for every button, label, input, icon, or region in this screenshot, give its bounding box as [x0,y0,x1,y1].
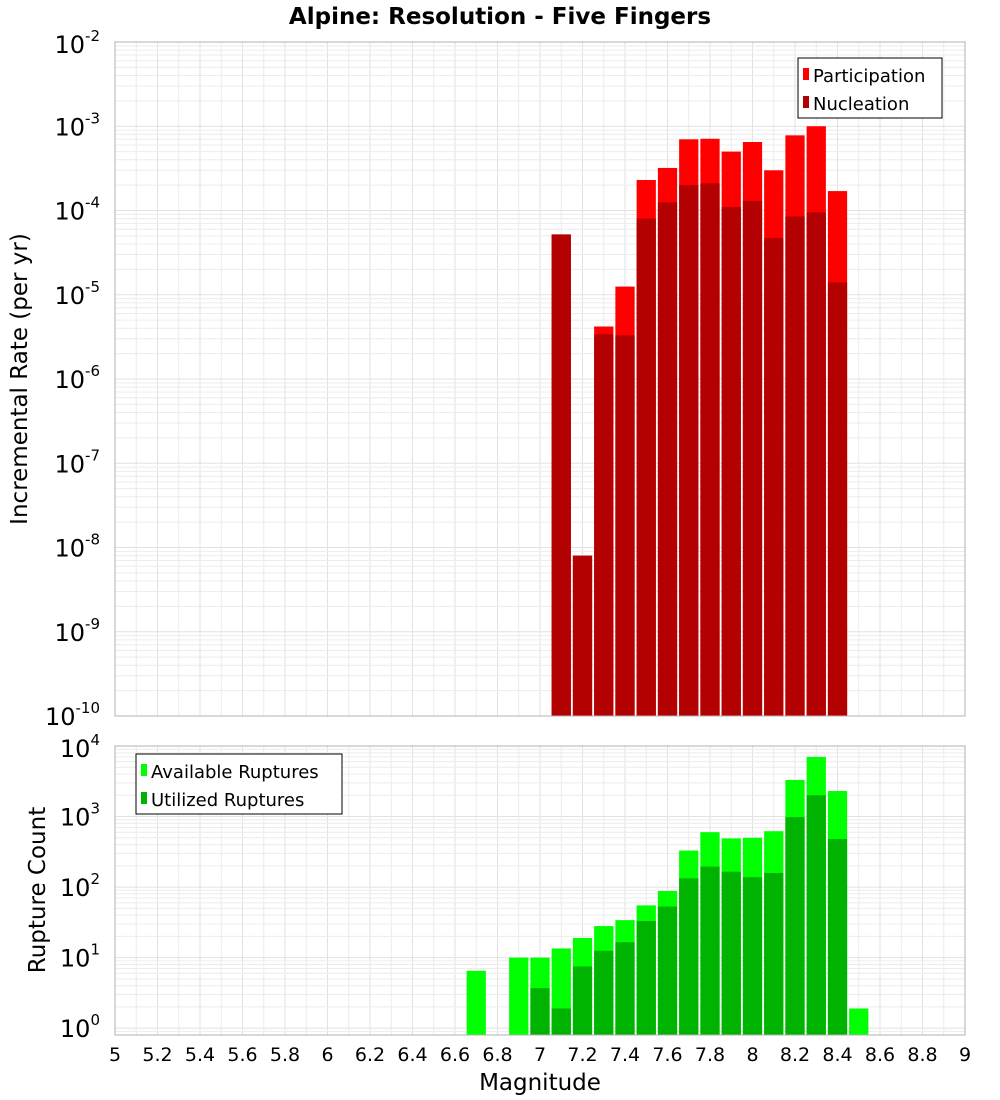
bottom-bar-s2 [615,942,635,1035]
x-tick-label: 9 [959,1044,971,1066]
top-bar-s2 [636,218,656,716]
top-bar-s2 [742,200,763,716]
bottom-bar-s2 [785,817,805,1035]
x-tick-label: 5.8 [270,1044,300,1066]
bottom-bar-s2 [657,906,678,1035]
x-tick-label: 5 [109,1044,121,1066]
legend-label: Available Ruptures [151,762,319,783]
legend-label: Utilized Ruptures [151,790,304,811]
x-axis-label: Magnitude [479,1070,601,1096]
top-bar-s2 [806,212,826,717]
bottom-bar-s2 [636,921,656,1035]
x-tick-label: 7.2 [567,1044,597,1066]
y-tick-label: 10-2 [54,27,100,59]
y-tick-label: 10-5 [54,278,100,310]
bottom-legend: Available Ruptures Utilized Ruptures [135,753,343,815]
y-tick-label: 102 [60,870,100,902]
bottom-bar-s1 [509,957,529,1035]
y-tick-label: 10-3 [54,109,100,141]
bottom-bar-s2 [742,877,763,1035]
top-bar-s2 [657,202,678,716]
y-tick-label: 10-6 [54,362,100,394]
y-tick-label: 10-4 [54,194,100,226]
x-tick-label: 7 [534,1044,546,1066]
y-tick-label: 103 [60,800,100,832]
bottom-plot-frame [114,745,966,1036]
top-bar-s2 [721,207,741,716]
bottom-bar-s2 [551,1008,571,1035]
y-tick-label: 10-10 [45,699,100,731]
bottom-y-axis-label: Rupture Count [25,807,51,973]
bottom-bar-s2 [827,839,848,1035]
x-tick-label: 5.2 [142,1044,172,1066]
x-tick-label: 8.2 [780,1044,810,1066]
top-bar-s2 [827,282,848,716]
y-tick-label: 10-9 [54,615,100,647]
top-plot-frame [114,41,966,717]
x-tick-label: 5.4 [185,1044,215,1066]
legend-swatch [141,792,147,804]
legend-box [797,57,943,119]
bottom-bar-s1 [466,970,486,1035]
x-tick-label: 5.6 [227,1044,257,1066]
x-tick-label: 8 [746,1044,758,1066]
x-tick-label: 6.8 [482,1044,512,1066]
legend-swatch [803,96,809,108]
bottom-bar-s2 [530,988,550,1035]
bottom-y-ticks: 104 103 102 101 100 [60,731,100,1043]
bottom-bar-s2 [594,950,614,1035]
x-tick-label: 7.8 [695,1044,725,1066]
legend-swatch [141,764,147,776]
x-tick-label: 7.6 [652,1044,682,1066]
top-bar-s2 [615,335,635,716]
x-ticks: 5 5.2 5.4 5.6 5.8 6 6.2 6.4 6.6 6.8 7 7.2 7.4 7.6 7.8 8… [109,1044,971,1066]
top-legend: Participation Nucleation [797,57,943,119]
bottom-bar-s2 [721,871,741,1035]
legend-box [135,753,343,815]
x-tick-label: 8.6 [865,1044,895,1066]
legend-swatch [803,68,809,80]
y-tick-label: 101 [60,941,100,973]
legend-label: Nucleation [813,94,909,115]
top-bar-s2 [785,216,805,716]
bottom-bar-s2 [764,873,784,1035]
x-tick-label: 6.4 [397,1044,427,1066]
y-tick-label: 10-8 [54,531,100,563]
y-tick-label: 104 [60,731,100,763]
y-tick-label: 100 [60,1011,100,1043]
bottom-panel: 104 103 102 101 100 Rupture Count Available … [25,731,971,1096]
top-bar-s2 [572,555,593,716]
top-bar-s2 [594,334,614,716]
top-panel: 10-2 10-3 10-4 10-5 10-6 10-7 10-8 10-9 10-10 In… [7,27,966,731]
bottom-bar-s2 [700,866,720,1035]
x-tick-label: 6.6 [440,1044,470,1066]
x-tick-label: 6 [321,1044,333,1066]
top-y-ticks: 10-2 10-3 10-4 10-5 10-6 10-7 10-8 10-9 10-10 [45,27,100,731]
x-tick-label: 8.8 [907,1044,937,1066]
x-tick-label: 8.4 [822,1044,852,1066]
top-bar-s2 [764,238,784,716]
x-tick-label: 7.4 [610,1044,640,1066]
y-tick-label: 10-7 [54,446,100,478]
bottom-bars [466,756,869,1035]
top-bar-s2 [679,185,699,716]
top-y-axis-label: Incremental Rate (per yr) [7,233,33,525]
top-bars [551,126,848,717]
top-bar-s2 [551,234,571,717]
bottom-bar-s1 [849,1008,869,1035]
top-bar-s2 [700,183,720,716]
bottom-bar-s2 [679,878,699,1035]
x-tick-label: 6.2 [355,1044,385,1066]
legend-label: Participation [813,66,925,87]
chart-title: Alpine: Resolution - Five Fingers [289,4,711,30]
bottom-bar-s2 [806,795,826,1035]
bottom-bar-s2 [572,966,593,1035]
